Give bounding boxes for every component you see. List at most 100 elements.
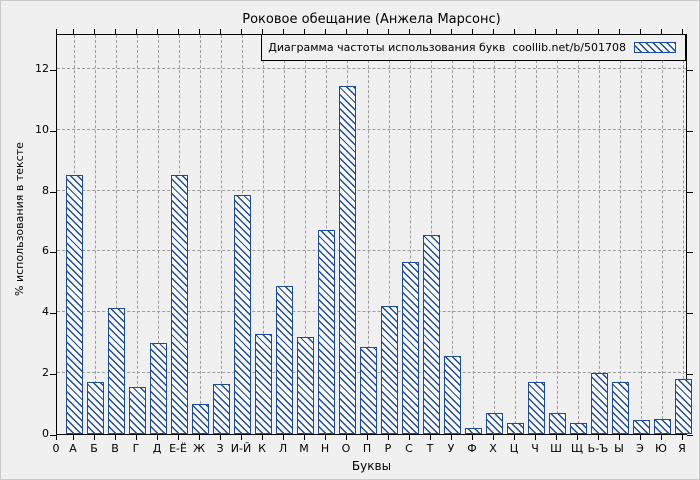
- bar-Х: [486, 413, 503, 434]
- bar-layer: [57, 35, 692, 434]
- y-tick-mark: [50, 131, 56, 132]
- y-tick-label: 2: [42, 366, 49, 379]
- v-gridline: [452, 35, 453, 434]
- legend-label: Диаграмма частоты использования букв coo…: [268, 41, 626, 54]
- plot-area: Диаграмма частоты использования букв coo…: [56, 34, 692, 435]
- h-gridline: [57, 129, 686, 130]
- x-tick-label-Х: Х: [489, 442, 497, 455]
- x-tick-mark-top: [262, 29, 263, 34]
- x-tick-mark-top: [283, 29, 284, 34]
- x-tick-label-Ы: Ы: [614, 442, 624, 455]
- x-tick-label-П: П: [362, 442, 372, 455]
- x-tick-mark-top: [640, 29, 641, 34]
- x-tick-label-К: К: [258, 442, 266, 455]
- x-tick-mark: [577, 435, 578, 440]
- y-tick-label: 6: [42, 244, 49, 257]
- x-tick-label-Ф: Ф: [467, 442, 477, 455]
- v-gridline: [137, 35, 138, 434]
- bar-В: [108, 308, 125, 434]
- v-gridline: [494, 35, 495, 434]
- x-tick-mark-top: [94, 29, 95, 34]
- x-axis-title: Буквы: [351, 459, 392, 473]
- x-tick-mark-top: [136, 29, 137, 34]
- y-tick-mark-right: [687, 70, 693, 71]
- v-gridline: [305, 35, 306, 434]
- y-axis-title: % использования в тексте: [13, 142, 26, 296]
- x-tick-label-Я: Я: [678, 442, 686, 455]
- bar-Ю: [654, 419, 671, 434]
- x-tick-mark: [640, 435, 641, 440]
- x-tick-mark: [451, 435, 452, 440]
- bar-Ы: [612, 382, 629, 434]
- bar-Л: [276, 286, 293, 434]
- v-gridline: [536, 35, 537, 434]
- x-tick-mark-top: [199, 29, 200, 34]
- v-gridline: [515, 35, 516, 434]
- x-tick-label-Ж: Ж: [193, 442, 205, 455]
- bar-Б: [87, 382, 104, 434]
- v-gridline: [263, 35, 264, 434]
- x-tick-mark-top: [598, 29, 599, 34]
- v-gridline: [116, 35, 117, 434]
- x-tick-label-В: В: [111, 442, 119, 455]
- bar-Е-Ё: [171, 175, 188, 434]
- x-tick-mark-top: [409, 29, 410, 34]
- v-gridline: [410, 35, 411, 434]
- y-tick-mark: [50, 192, 56, 193]
- x-tick-label-Д: Д: [152, 442, 162, 455]
- h-gridline: [57, 68, 686, 69]
- x-tick-label-Б: Б: [90, 442, 98, 455]
- x-tick-label-Г: Г: [132, 442, 140, 455]
- bar-К: [255, 334, 272, 434]
- x-tick-label-Ь-Ъ: Ь-Ъ: [587, 442, 609, 455]
- v-gridline: [158, 35, 159, 434]
- bar-Г: [129, 387, 146, 434]
- x-tick-mark: [346, 435, 347, 440]
- v-gridline: [284, 35, 285, 434]
- v-gridline: [578, 35, 579, 434]
- h-gridline: [57, 190, 686, 191]
- v-gridline: [599, 35, 600, 434]
- bar-Ш: [549, 413, 566, 434]
- x-tick-mark-top: [220, 29, 221, 34]
- x-tick-label-М: М: [299, 442, 309, 455]
- bar-О: [339, 86, 356, 434]
- h-gridline: [57, 250, 686, 251]
- x-tick-mark-top: [178, 29, 179, 34]
- x-tick-mark: [325, 435, 326, 440]
- y-tick-mark-right: [687, 435, 693, 436]
- x-tick-mark: [472, 435, 473, 440]
- y-tick-mark-right: [687, 192, 693, 193]
- x-tick-label-Т: Т: [426, 442, 434, 455]
- legend-box: Диаграмма частоты использования букв coo…: [261, 34, 686, 61]
- x-tick-mark: [535, 435, 536, 440]
- x-tick-label-Н: Н: [320, 442, 330, 455]
- y-tick-mark-right: [687, 374, 693, 375]
- x-tick-label-У: У: [447, 442, 455, 455]
- bar-Р: [381, 306, 398, 434]
- chart-title: Роковое обещание (Анжела Марсонс): [242, 12, 501, 27]
- bar-З: [213, 384, 230, 434]
- x-tick-mark: [388, 435, 389, 440]
- x-tick-mark-top: [388, 29, 389, 34]
- x-tick-mark: [262, 435, 263, 440]
- x-tick-mark: [514, 435, 515, 440]
- x-tick-label-Л: Л: [278, 442, 288, 455]
- y-tick-label: 10: [35, 123, 49, 136]
- y-tick-label: 12: [35, 62, 49, 75]
- v-gridline: [368, 35, 369, 434]
- x-tick-mark-top: [577, 29, 578, 34]
- x-tick-mark: [241, 435, 242, 440]
- x-tick-mark-top: [682, 29, 683, 34]
- x-tick-mark: [56, 435, 57, 440]
- x-tick-mark-top: [430, 29, 431, 34]
- x-tick-mark-top: [619, 29, 620, 34]
- x-tick-label-С: С: [405, 442, 413, 455]
- legend-swatch-icon: [634, 42, 676, 53]
- x-tick-mark: [304, 435, 305, 440]
- bar-И-Й: [234, 195, 251, 434]
- y-tick-mark-right: [687, 252, 693, 253]
- x-tick-mark-top: [556, 29, 557, 34]
- x-tick-mark: [73, 435, 74, 440]
- y-tick-label: 8: [42, 184, 49, 197]
